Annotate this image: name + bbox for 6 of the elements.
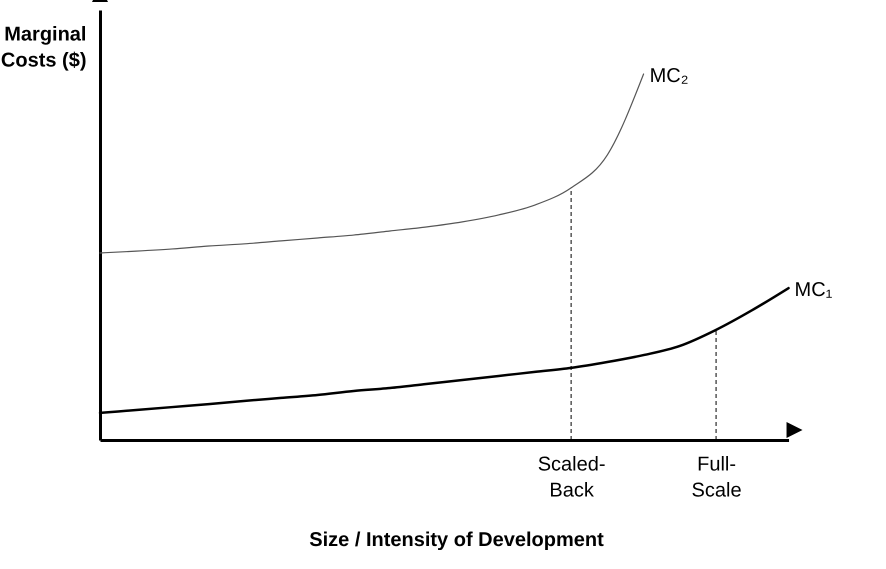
- x-axis-title: Size / Intensity of Development: [309, 529, 604, 551]
- series-label: MC₂: [650, 65, 688, 87]
- y-axis-title: Marginal Costs ($): [0, 24, 86, 72]
- series-label: MC₁: [794, 279, 833, 302]
- x-tick-label: Full-Scale: [692, 454, 742, 502]
- x-tick-label: Scaled-Back: [538, 454, 606, 502]
